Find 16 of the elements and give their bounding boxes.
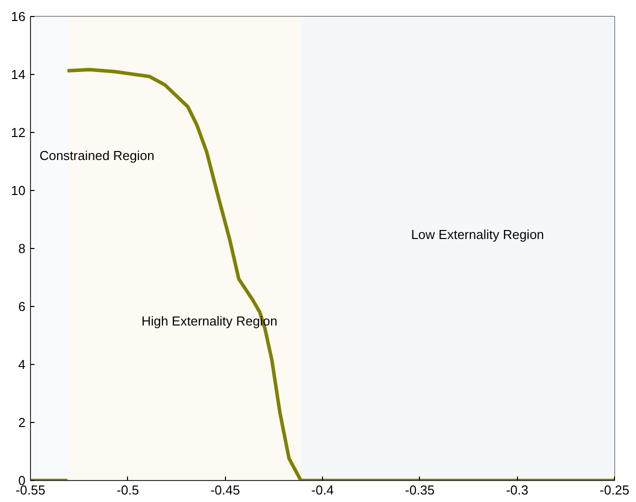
- y-tick-label: 4: [18, 357, 26, 372]
- y-tick-label: 10: [11, 183, 26, 198]
- x-tick-label: -0.35: [405, 482, 435, 498]
- y-tick-label: 2: [18, 415, 26, 430]
- band-label: Constrained Region: [39, 148, 154, 164]
- band-label: Low Externality Region: [411, 227, 544, 242]
- x-tick-label: -0.3: [506, 482, 528, 498]
- x-tick-label: -0.45: [210, 482, 240, 498]
- y-tick-label: 8: [18, 241, 26, 256]
- y-tick-label: 12: [11, 125, 26, 140]
- y-tick-label: 16: [11, 9, 26, 24]
- x-tick-label: -0.25: [600, 482, 630, 498]
- x-tick-label: -0.5: [116, 482, 140, 498]
- x-tick-label: -0.4: [311, 482, 334, 498]
- y-tick-label: 6: [18, 299, 26, 314]
- y-tick-label: 14: [11, 67, 26, 82]
